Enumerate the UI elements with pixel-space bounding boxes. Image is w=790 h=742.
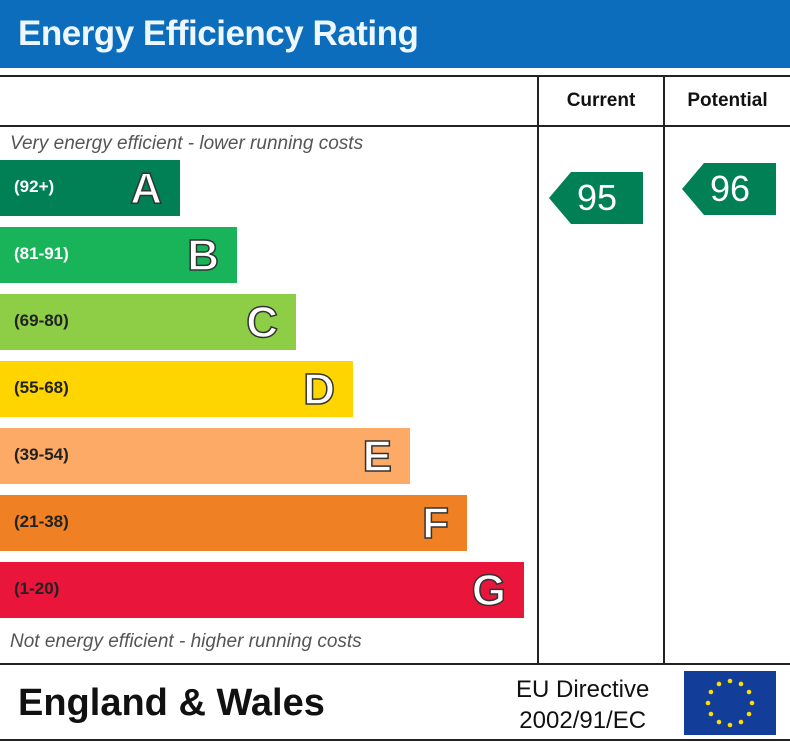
band-g: (1-20) G <box>0 562 524 618</box>
band-letter: F <box>421 498 449 549</box>
eu-star <box>749 700 755 706</box>
potential-rating-arrow: 96 <box>682 163 776 215</box>
eu-star <box>708 689 714 695</box>
eu-star <box>738 681 744 687</box>
eu-star <box>738 719 744 725</box>
eu-directive: EU Directive 2002/91/EC <box>516 674 649 736</box>
band-d: (55-68) D <box>0 361 353 417</box>
band-letter: B <box>186 230 219 281</box>
band-range: (39-54) <box>14 445 69 464</box>
eu-directive-line2: 2002/91/EC <box>519 707 647 734</box>
potential-arrow-shape <box>682 163 776 215</box>
eu-star <box>727 722 733 728</box>
region-label: England & Wales <box>18 682 325 724</box>
band-letter: D <box>302 364 335 415</box>
band-range: (21-38) <box>14 512 69 531</box>
band-letter: C <box>245 297 278 348</box>
column-divider <box>537 75 539 665</box>
band-f: (21-38) F <box>0 495 467 551</box>
eu-star <box>716 681 722 687</box>
potential-header: Potential <box>687 90 768 111</box>
band-b: (81-91) B <box>0 227 237 283</box>
eu-star <box>716 719 722 725</box>
current-arrow-shape <box>549 172 643 224</box>
eu-star <box>705 700 711 706</box>
title-bar: Energy Efficiency Rating <box>0 0 790 68</box>
current-rating-arrow: 95 <box>549 172 643 224</box>
eu-star <box>746 689 752 695</box>
band-letter: A <box>129 163 162 214</box>
divider <box>0 125 790 127</box>
divider <box>0 75 790 77</box>
eu-star <box>746 711 752 717</box>
divider <box>0 739 790 741</box>
top-note: Very energy efficient - lower running co… <box>10 133 364 154</box>
potential-rating-value: 96 <box>710 168 751 209</box>
current-header: Current <box>566 90 636 111</box>
band-range: (92+) <box>14 177 55 196</box>
band-range: (55-68) <box>14 378 69 397</box>
bottom-note: Not energy efficient - higher running co… <box>10 631 362 652</box>
current-rating-value: 95 <box>577 177 618 218</box>
band-letter: G <box>471 565 507 616</box>
band-range: (81-91) <box>14 244 69 263</box>
eu-star <box>727 678 733 684</box>
band-a: (92+) A <box>0 160 180 216</box>
band-letter: E <box>362 431 393 482</box>
eu-flag-icon <box>684 671 776 735</box>
band-c: (69-80) C <box>0 294 296 350</box>
band-range: (1-20) <box>14 579 60 598</box>
divider <box>0 663 790 665</box>
chart-title: Energy Efficiency Rating <box>18 14 419 53</box>
column-divider <box>663 75 665 665</box>
eu-directive-line1: EU Directive <box>516 676 650 703</box>
band-range: (69-80) <box>14 311 69 330</box>
band-e: (39-54) E <box>0 428 410 484</box>
eu-star <box>708 711 714 717</box>
